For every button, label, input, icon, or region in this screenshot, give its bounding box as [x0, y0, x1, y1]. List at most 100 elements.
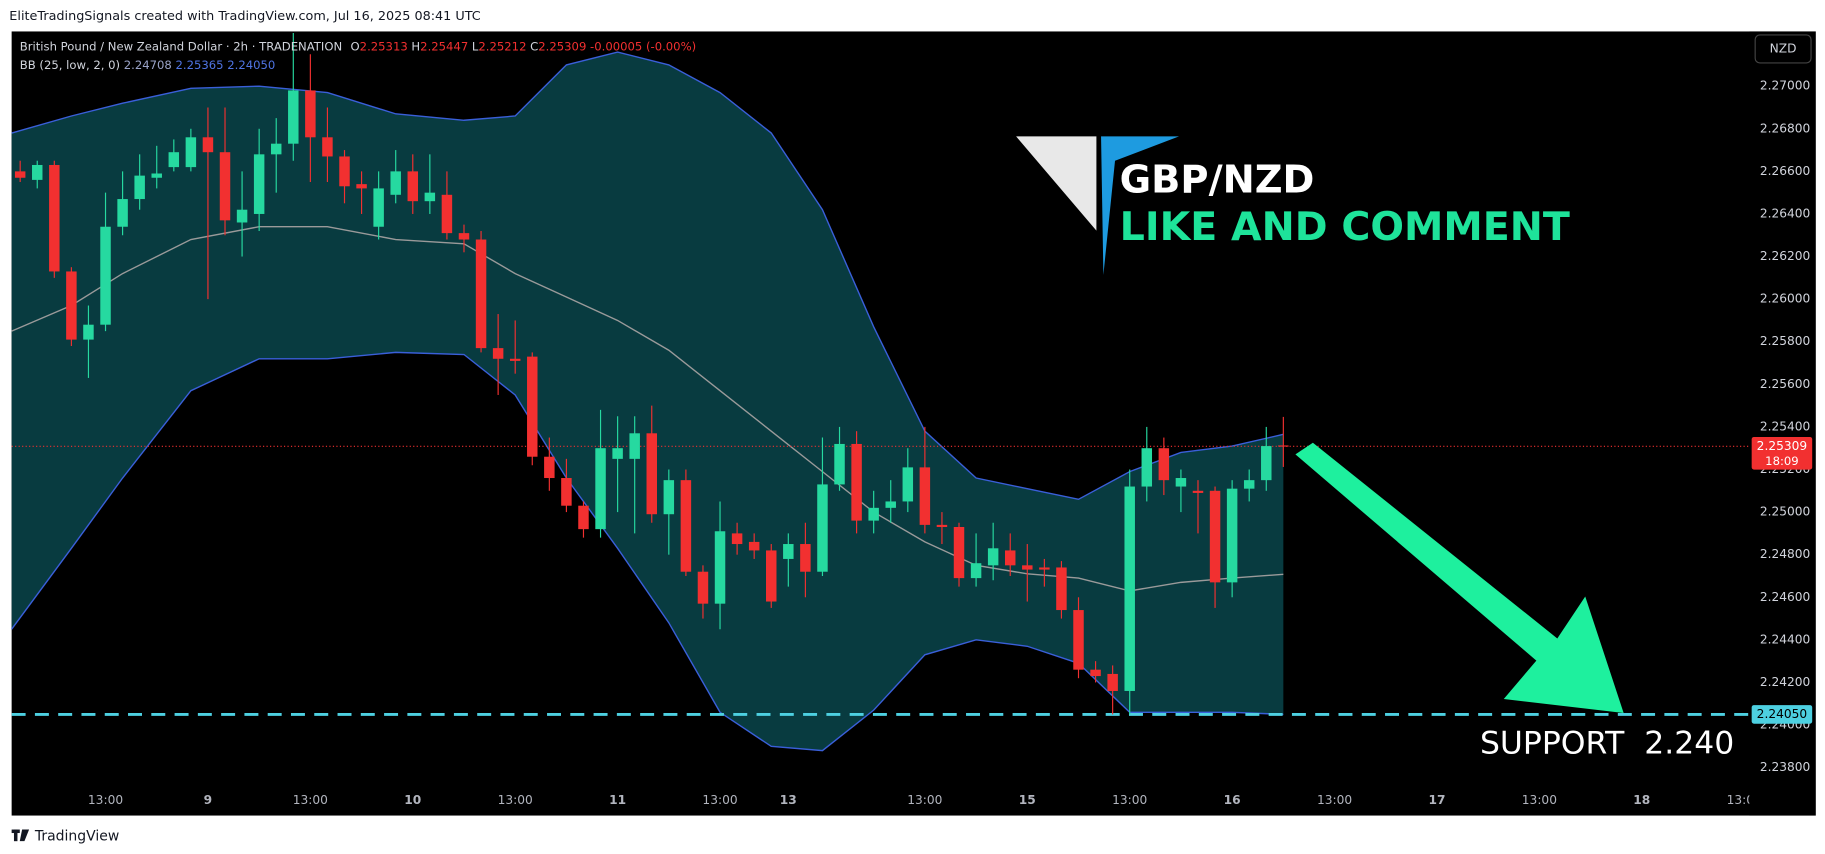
candle-body — [407, 171, 419, 202]
x-tick-label: 17 — [1428, 793, 1445, 807]
y-tick-label: 2.24200 — [1760, 675, 1811, 689]
y-tick-label: 2.25400 — [1760, 419, 1811, 433]
x-tick-label: 16 — [1224, 793, 1241, 807]
candle-body — [697, 571, 709, 604]
countdown: 18:09 — [1765, 454, 1798, 468]
x-tick-label: 13:00 — [1112, 793, 1147, 807]
candle-body — [134, 175, 145, 200]
indicator-name: BB (25, low, 2, 0) — [20, 58, 120, 72]
upper-value: 2.25365 — [176, 58, 224, 72]
o-label: O — [351, 39, 360, 53]
symbol: British Pound / New Zealand Dollar · 2h … — [20, 39, 342, 53]
candle-body — [305, 90, 316, 138]
x-tick-label: 11 — [609, 793, 626, 807]
currency-button[interactable] — [1754, 34, 1812, 64]
upper-band — [11, 51, 1284, 501]
cta-annotation: LIKE AND COMMENT — [1120, 204, 1570, 250]
candle-body — [1226, 488, 1238, 583]
lower-value: 2.24050 — [227, 58, 275, 72]
candle-body — [766, 550, 777, 602]
x-tick-label: 18 — [1633, 793, 1650, 807]
candle-body — [49, 164, 60, 272]
candle-body — [1192, 490, 1204, 493]
basis-line — [11, 226, 1284, 592]
x-tick-label: 10 — [404, 793, 421, 807]
logo-blue — [1101, 136, 1180, 275]
logo-white — [1016, 136, 1097, 231]
candle-body — [356, 184, 367, 189]
candle-body — [970, 563, 982, 579]
candle-body — [902, 467, 914, 502]
candle-body — [714, 531, 726, 604]
candle-body — [236, 209, 248, 223]
y-tick-label: 2.24600 — [1760, 590, 1811, 604]
candle-body — [151, 173, 162, 178]
candle-body — [509, 358, 521, 361]
candle-body — [800, 544, 811, 572]
candle-body — [527, 356, 538, 457]
candle-body — [953, 527, 965, 579]
candle-body — [168, 152, 180, 168]
candle-body — [1158, 448, 1170, 481]
footer: TradingView — [34, 829, 119, 845]
support-annotation: SUPPORT 2.240 — [1480, 725, 1734, 761]
y-tick-label: 2.24800 — [1760, 547, 1811, 561]
footer-logo — [11, 829, 30, 842]
support-label: 2.24050 — [1757, 707, 1808, 721]
candle-body — [783, 544, 794, 559]
candle-body — [731, 533, 743, 545]
candle-body — [578, 505, 589, 530]
l-label: L — [472, 39, 479, 53]
candle-body — [219, 152, 231, 221]
y-tick-label: 2.26200 — [1760, 249, 1811, 263]
arrow — [1295, 442, 1624, 714]
x-tick-label: 13:00 — [1317, 793, 1352, 807]
header: EliteTradingSignals created with Trading… — [9, 9, 480, 24]
candle-body — [595, 448, 606, 530]
legend-line: British Pound / New Zealand Dollar · 2h … — [20, 39, 696, 53]
candle-body — [1141, 448, 1153, 487]
c-label: C — [530, 39, 538, 53]
currency: NZD — [1770, 41, 1797, 55]
candle-body — [14, 171, 26, 178]
x-tick-label: 13:00 — [907, 793, 942, 807]
basis-value: 2.24708 — [124, 58, 172, 72]
candle-body — [270, 143, 282, 155]
support-box — [1751, 705, 1813, 724]
candle-body — [288, 90, 299, 144]
indicator-line: BB (25, low, 2, 0) 2.24708 2.25365 2.240… — [20, 58, 276, 72]
y-tick-label: 2.25000 — [1760, 505, 1811, 519]
candle-body — [885, 501, 896, 508]
y-tick-label: 2.26000 — [1760, 292, 1811, 306]
pair-annotation: GBP/NZD — [1120, 157, 1315, 202]
candle-body — [936, 524, 948, 528]
x-tick-label: 13 — [780, 793, 797, 807]
candle-body — [424, 192, 436, 202]
candle-body — [390, 171, 401, 195]
y-tick-label: 2.26600 — [1760, 164, 1811, 178]
last-price-label: 2.25309 — [1757, 439, 1808, 453]
candle-body — [492, 348, 504, 359]
candle-body — [373, 188, 384, 227]
price-axis — [1749, 31, 1816, 816]
last-price-box — [1751, 436, 1813, 470]
c-value: 2.25309 — [538, 39, 586, 53]
x-tick-label: 15 — [1019, 793, 1036, 807]
plot: 13:00 9 13:00 10 13:00 11 13:00 13 13:00 15 13:00 1… — [11, 31, 1816, 816]
change: -0.00005 (-0.00%) — [590, 39, 696, 53]
lower-band — [11, 351, 1284, 752]
candle-body — [1039, 567, 1050, 570]
candle-body — [629, 433, 640, 459]
x-tick-label: 9 — [204, 793, 213, 807]
candle-body — [1107, 673, 1118, 691]
candle-body — [663, 480, 675, 515]
logo-mark — [13, 829, 18, 842]
candle-body — [1073, 610, 1084, 670]
candle-body — [100, 226, 111, 325]
y-tick-label: 2.25600 — [1760, 377, 1811, 391]
candle-body — [851, 443, 862, 521]
candle-body — [561, 478, 572, 506]
y-tick-label: 2.24400 — [1760, 632, 1811, 646]
x-tick-label: 13:00 — [498, 793, 533, 807]
